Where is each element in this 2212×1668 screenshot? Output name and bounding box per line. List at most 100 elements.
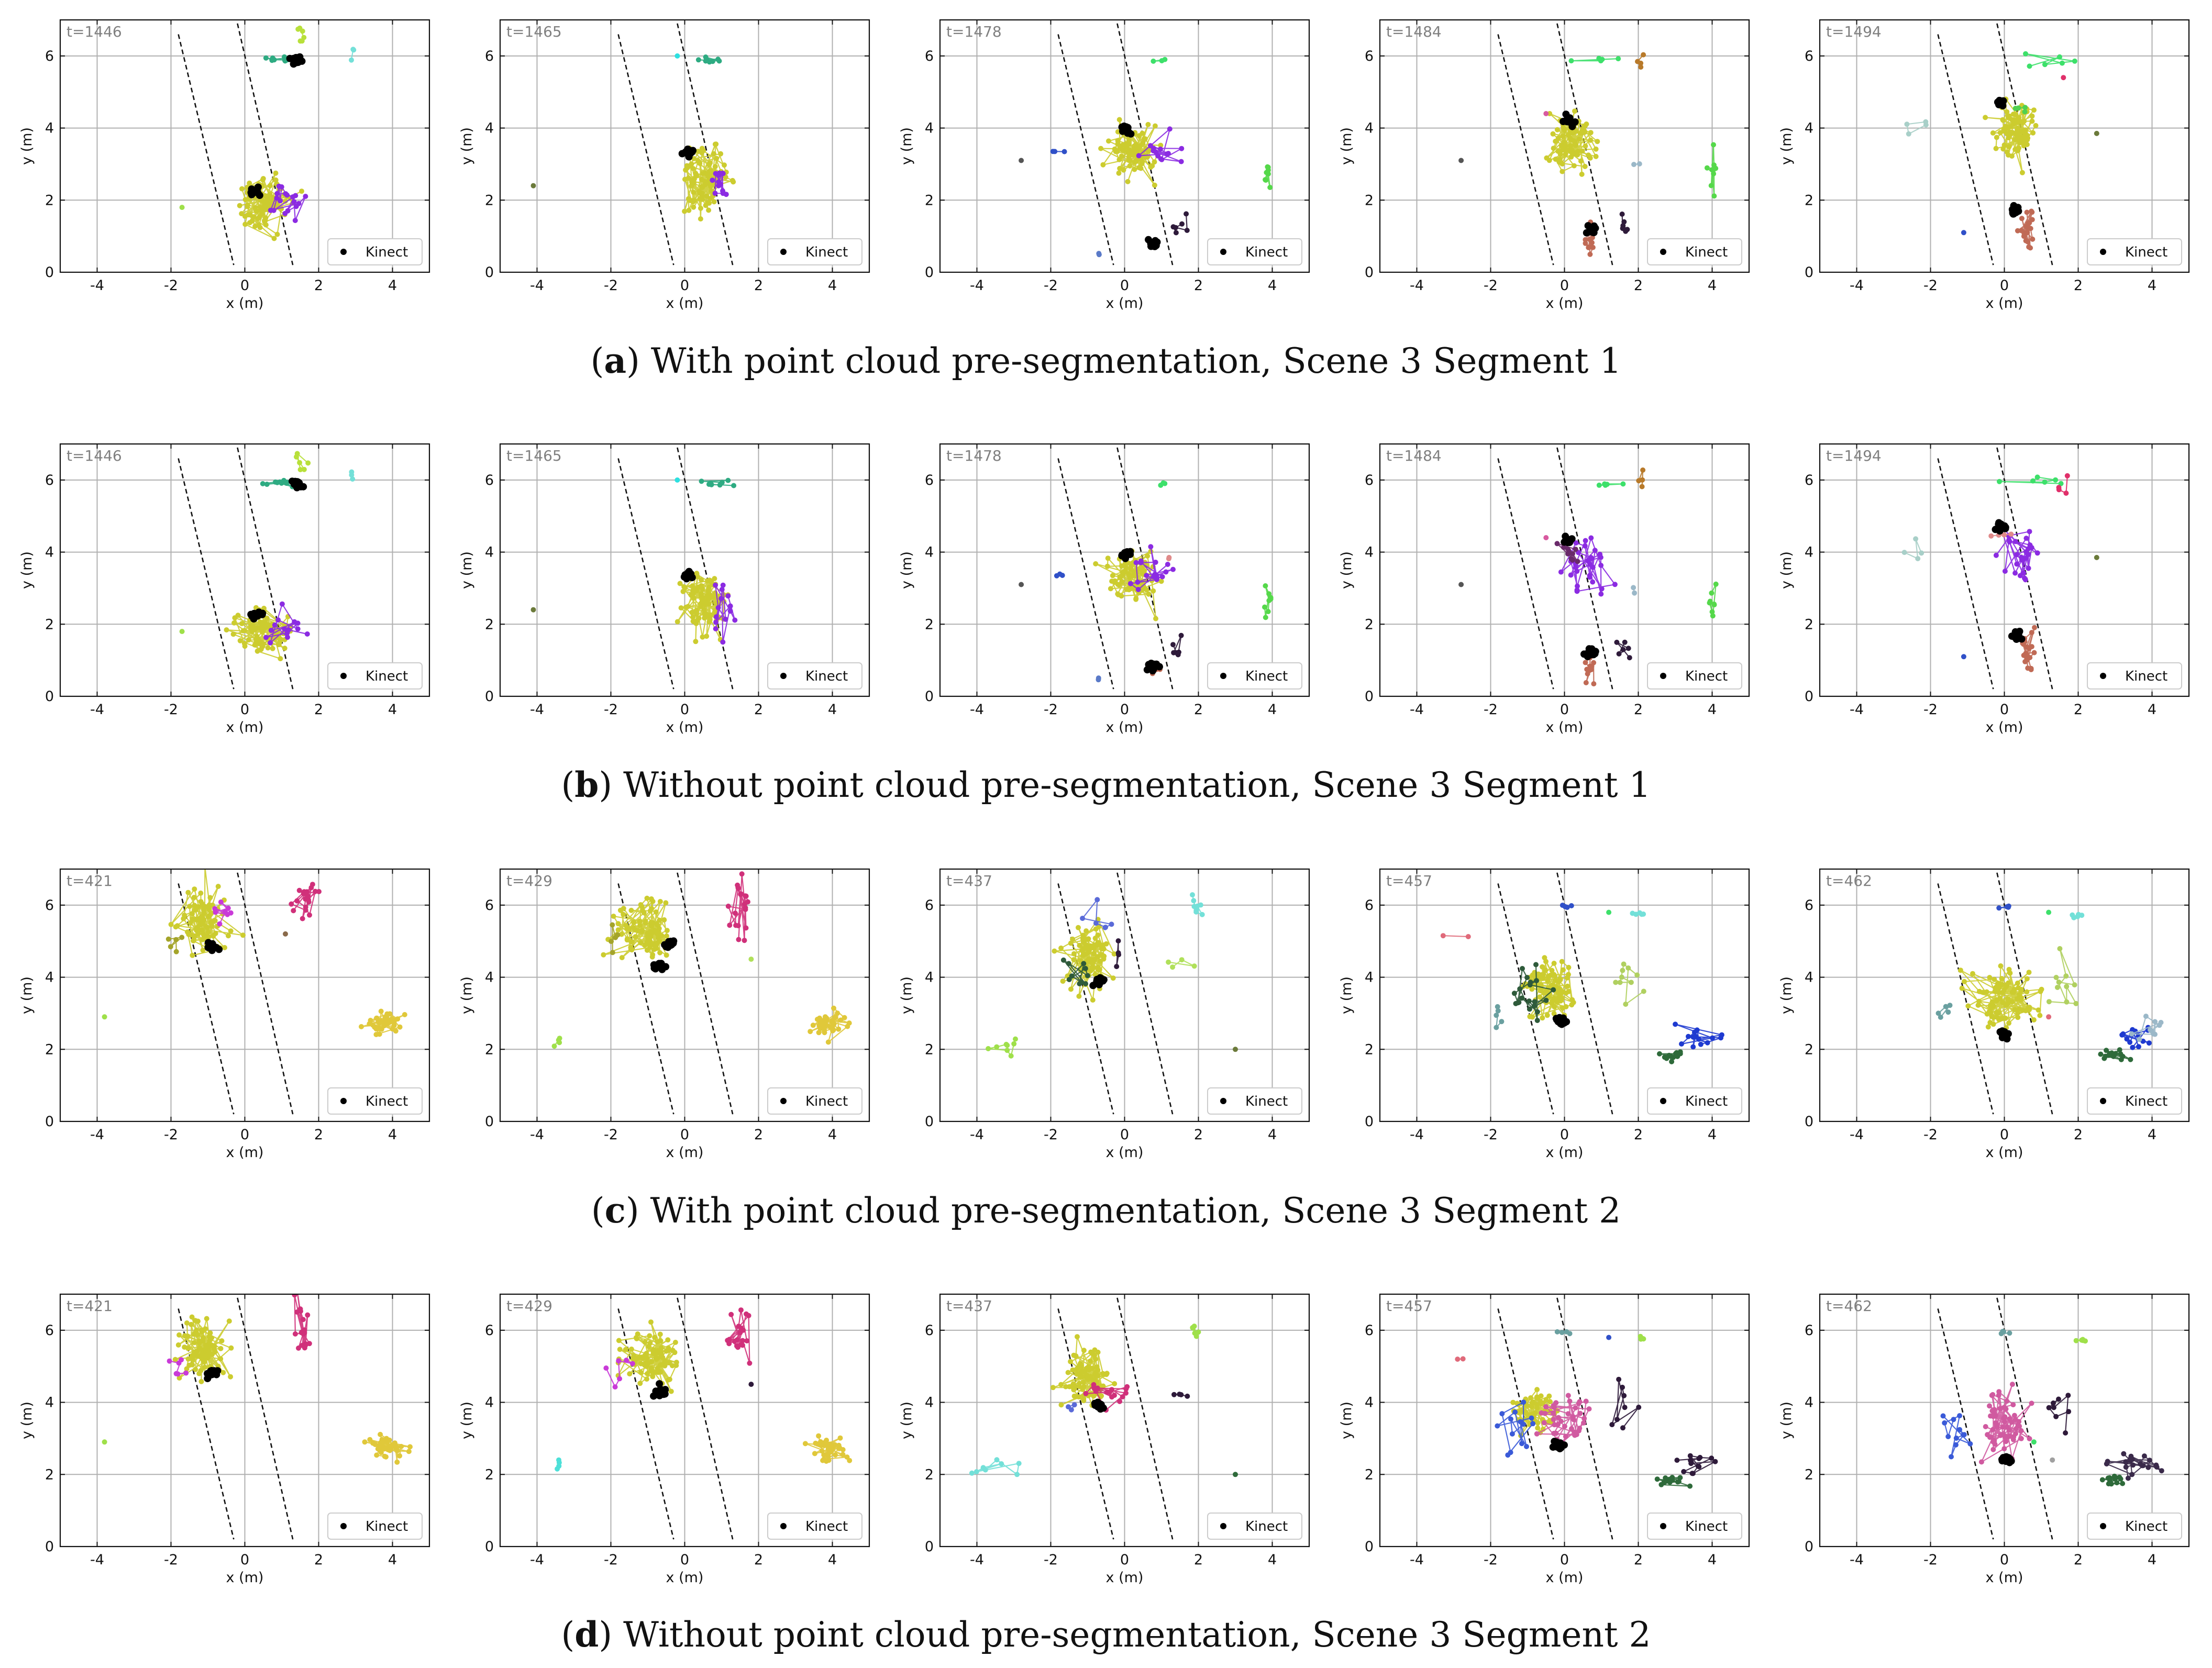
cluster-point	[1114, 964, 1120, 970]
legend-label: Kinect	[366, 669, 408, 684]
cluster-point	[1582, 543, 1588, 549]
cluster-point	[291, 199, 297, 205]
x-tick-label: -2	[164, 1552, 178, 1568]
time-label: t=1465	[506, 447, 562, 464]
cluster-point	[1581, 124, 1587, 130]
cluster-point	[1568, 130, 1574, 136]
cluster-point	[1534, 1431, 1540, 1437]
plot-content	[530, 23, 736, 265]
cluster-point	[1096, 940, 1101, 946]
caption-text: With point cloud pre-segmentation, Scene…	[651, 341, 1622, 381]
cluster-point	[275, 617, 281, 623]
cluster-point	[1196, 1329, 1201, 1335]
cluster-point	[1565, 1411, 1571, 1417]
cluster-4	[2012, 105, 2028, 115]
x-tick-label: -4	[1850, 1127, 1864, 1143]
cluster-point	[731, 483, 737, 488]
cluster-point	[2029, 1400, 2034, 1406]
x-axis-label: x (m)	[1106, 295, 1144, 312]
cluster-point	[235, 613, 241, 618]
x-tick-label: 0	[2000, 702, 2009, 718]
cluster-point	[2059, 60, 2065, 66]
y-tick-label: 6	[1365, 1322, 1374, 1339]
cluster-point	[1499, 1411, 1505, 1417]
cluster-point	[644, 1355, 650, 1361]
cluster-point	[2143, 1014, 2149, 1019]
cluster-point	[2029, 113, 2035, 119]
cluster-point	[616, 1338, 622, 1343]
legend: Kinect	[1207, 238, 1302, 265]
cluster-point	[1184, 228, 1190, 233]
cluster-point	[1534, 1018, 1540, 1024]
x-tick-label: -4	[1410, 277, 1424, 294]
cluster-point	[191, 895, 197, 900]
x-tick-label: -2	[604, 1552, 618, 1568]
cluster-point	[706, 59, 712, 65]
cluster-point	[1621, 1393, 1627, 1398]
cluster-point	[1542, 1410, 1548, 1416]
cluster-point	[1992, 976, 1997, 982]
cluster-point	[645, 938, 651, 943]
cluster-point	[201, 1335, 206, 1341]
kinect-point	[2009, 208, 2017, 216]
cluster-point	[2022, 659, 2028, 664]
cluster-point	[690, 614, 696, 620]
cluster-point	[1632, 590, 1638, 596]
cluster-point	[304, 889, 309, 895]
cluster-point	[2063, 1430, 2069, 1436]
kinect-marker-2	[2008, 628, 2026, 643]
cluster-3	[292, 1294, 312, 1351]
cluster-point	[1636, 478, 1642, 484]
cluster-point	[1579, 128, 1585, 134]
cluster-point	[994, 1044, 1000, 1050]
cluster-point	[1054, 573, 1059, 579]
y-tick-label: 4	[485, 120, 494, 137]
cluster-5	[2061, 75, 2066, 81]
cluster-2	[2015, 208, 2036, 251]
cluster-point	[1135, 566, 1141, 572]
cluster-point	[1572, 108, 1577, 114]
cluster-point	[186, 1362, 192, 1368]
cluster-6	[179, 629, 185, 635]
cluster-point	[695, 57, 701, 63]
x-tick-label: 4	[828, 1127, 837, 1143]
cluster-point	[1551, 987, 1556, 993]
kinect-point	[656, 1380, 663, 1388]
cluster-point	[1562, 127, 1567, 133]
y-axis-label: y (m)	[459, 1402, 475, 1439]
cluster-point	[1082, 965, 1088, 971]
cluster-5	[359, 1008, 407, 1037]
cluster-point	[980, 1465, 986, 1471]
cluster-point	[720, 582, 726, 588]
cluster-point	[2003, 1016, 2008, 1021]
cluster-8	[2094, 554, 2099, 560]
cluster-point	[393, 1028, 399, 1034]
cluster-point	[303, 1341, 308, 1347]
cluster-point	[237, 638, 243, 643]
cluster-point	[1116, 117, 1122, 123]
cluster-1	[615, 1319, 679, 1394]
cluster-point	[1627, 655, 1632, 661]
cluster-7	[1631, 161, 1642, 168]
cluster-point	[1595, 139, 1600, 144]
y-axis-label: y (m)	[459, 127, 475, 165]
cluster-point	[1100, 162, 1106, 168]
x-tick-label: -4	[90, 1552, 104, 1568]
cluster-point	[1996, 905, 2002, 911]
kinect-marker-2	[286, 53, 306, 68]
time-label: t=1478	[946, 23, 1002, 40]
cluster-point	[1263, 177, 1268, 183]
caption-close-paren: )	[626, 341, 651, 381]
legend: Kinect	[327, 662, 423, 690]
cluster-point	[349, 472, 355, 478]
kinect-marker-1	[650, 1380, 669, 1400]
cluster-point	[2046, 1405, 2052, 1410]
cluster-point	[1191, 904, 1197, 909]
cluster-point	[833, 1452, 838, 1458]
boundary-line-1	[178, 34, 235, 265]
cluster-point	[2159, 1468, 2164, 1474]
cluster-point	[2012, 106, 2018, 111]
cluster-point	[1094, 897, 1100, 903]
boundary-line-1	[617, 883, 674, 1115]
caption-close-paren: )	[599, 1615, 623, 1655]
